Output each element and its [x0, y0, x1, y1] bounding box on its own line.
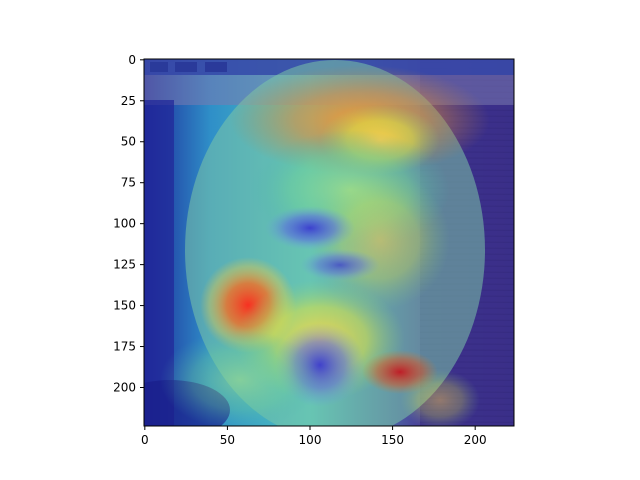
- x-tick-label: 0: [141, 433, 149, 447]
- y-tick-label: 75: [121, 176, 136, 190]
- y-tick-label: 150: [113, 299, 136, 313]
- x-tick-label: 150: [381, 433, 404, 447]
- y-axis: 0 25 50 75 100 125 150 175 200: [113, 53, 144, 394]
- y-tick-label: 125: [113, 258, 136, 272]
- x-tick-label: 100: [299, 433, 322, 447]
- y-tick-label: 100: [113, 217, 136, 231]
- x-tick-label: 50: [220, 433, 235, 447]
- heatmap-image: [144, 59, 514, 426]
- y-tick-label: 0: [128, 53, 136, 67]
- y-tick-label: 25: [121, 94, 136, 108]
- y-tick-label: 50: [121, 135, 136, 149]
- x-tick-label: 200: [464, 433, 487, 447]
- y-tick-label: 200: [113, 380, 136, 394]
- axes-frame: [143, 58, 515, 427]
- y-tick-label: 175: [113, 340, 136, 354]
- x-axis: 0 50 100 150 200: [141, 426, 487, 447]
